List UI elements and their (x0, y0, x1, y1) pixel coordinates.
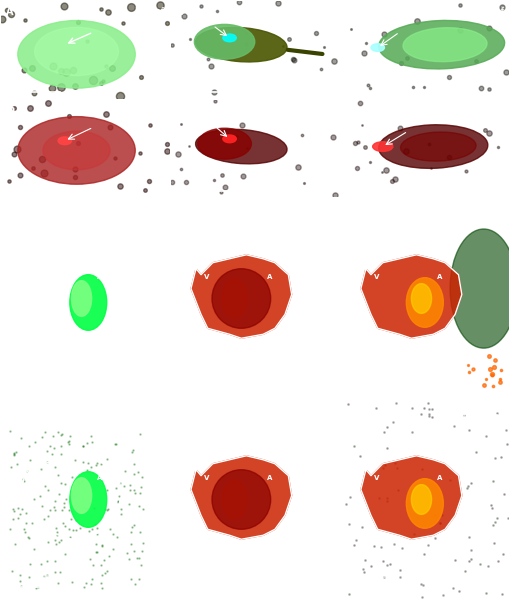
Text: 72 hpf / GFP+: 72 hpf / GFP+ (101, 412, 163, 421)
Text: 100 μm: 100 μm (31, 182, 50, 187)
Text: V: V (204, 274, 209, 280)
Text: A: A (436, 274, 441, 280)
Text: 100 μm: 100 μm (370, 83, 389, 88)
Polygon shape (190, 255, 291, 338)
Text: 72 hpf / mCherry+: 72 hpf / mCherry+ (249, 412, 333, 421)
Ellipse shape (411, 485, 431, 514)
Text: G: G (6, 211, 14, 221)
Text: 48 hpf: 48 hpf (304, 7, 333, 16)
Text: A: A (436, 475, 441, 481)
Text: L: L (345, 412, 351, 422)
Text: 24 hpf: 24 hpf (135, 106, 163, 115)
Text: V: V (374, 274, 379, 280)
Text: F: F (345, 106, 352, 116)
Text: 100 μm: 100 μm (201, 83, 219, 88)
Text: 100 μm: 100 μm (201, 373, 219, 378)
Circle shape (222, 34, 236, 42)
Text: V: V (204, 475, 209, 481)
Circle shape (58, 137, 71, 145)
Polygon shape (360, 255, 461, 338)
Text: 72 hpf: 72 hpf (474, 7, 503, 16)
Text: A: A (6, 7, 14, 17)
Ellipse shape (195, 129, 287, 164)
Text: E: E (176, 106, 182, 116)
Text: 100 μm: 100 μm (31, 83, 50, 88)
Ellipse shape (71, 281, 92, 316)
Text: 48 hpf: 48 hpf (304, 106, 333, 115)
FancyArrowPatch shape (287, 50, 322, 54)
Ellipse shape (406, 278, 442, 327)
Polygon shape (190, 456, 291, 539)
Text: 100 μm: 100 μm (370, 182, 389, 187)
Text: 48 hpf / merge: 48 hpf / merge (436, 211, 503, 220)
Polygon shape (360, 456, 461, 539)
Text: A: A (97, 274, 102, 280)
Text: 100 μm: 100 μm (370, 373, 389, 378)
Text: H: H (176, 211, 184, 221)
Text: A: A (266, 475, 271, 481)
Text: J: J (6, 412, 10, 422)
Ellipse shape (372, 142, 392, 151)
Ellipse shape (221, 479, 247, 520)
Circle shape (222, 135, 236, 143)
Text: B: B (176, 7, 183, 17)
Text: V: V (35, 274, 40, 280)
Text: 72 hpf: 72 hpf (474, 106, 503, 115)
Text: 24 hpf: 24 hpf (135, 7, 163, 16)
Circle shape (194, 25, 254, 59)
Text: D: D (6, 106, 14, 116)
Ellipse shape (70, 275, 106, 330)
Text: V: V (374, 475, 379, 481)
Text: 100 μm: 100 μm (31, 574, 50, 579)
Circle shape (35, 27, 118, 76)
Text: 48 hpf / GFP+: 48 hpf / GFP+ (101, 211, 163, 220)
Text: A: A (266, 274, 271, 280)
Ellipse shape (212, 470, 270, 529)
Ellipse shape (400, 132, 475, 161)
Text: 100 μm: 100 μm (31, 373, 50, 378)
Text: 72 hpf / merge: 72 hpf / merge (436, 412, 503, 421)
Text: K: K (176, 412, 183, 422)
Text: 100 μm: 100 μm (370, 574, 389, 579)
Ellipse shape (71, 478, 92, 514)
Ellipse shape (378, 20, 503, 69)
Circle shape (18, 116, 135, 184)
Circle shape (197, 128, 251, 159)
Circle shape (370, 44, 384, 52)
Text: 100 μm: 100 μm (201, 182, 219, 187)
Circle shape (18, 20, 135, 88)
Text: 100 μm: 100 μm (201, 574, 219, 579)
Ellipse shape (378, 125, 487, 169)
Text: 48 hpf / mCherry+: 48 hpf / mCherry+ (249, 211, 333, 220)
Text: V: V (35, 475, 40, 481)
Ellipse shape (221, 278, 247, 319)
Circle shape (43, 131, 110, 170)
Text: C: C (345, 7, 352, 17)
Ellipse shape (212, 269, 270, 328)
Ellipse shape (449, 229, 509, 348)
Ellipse shape (406, 479, 442, 528)
Ellipse shape (195, 28, 287, 62)
Text: A: A (97, 475, 102, 481)
Ellipse shape (411, 284, 431, 313)
Ellipse shape (70, 472, 106, 527)
Text: I: I (345, 211, 349, 221)
Ellipse shape (402, 28, 486, 62)
